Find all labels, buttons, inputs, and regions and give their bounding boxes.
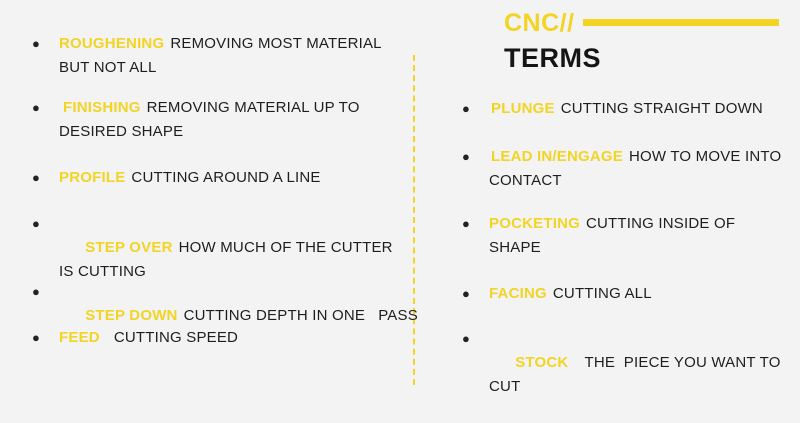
term-text: PLUNGE CUTTING STRAIGHT DOWN xyxy=(489,97,789,121)
term-text: POCKETING CUTTING INSIDE OF SHAPE xyxy=(489,212,789,260)
bullet-icon: ● xyxy=(32,216,41,231)
term-finishing: ● FINISHING REMOVING MATERIAL UP TO DESIR… xyxy=(32,96,404,144)
bullet-icon: ● xyxy=(32,100,41,115)
term-text: FEED CUTTING SPEED xyxy=(59,326,404,350)
term-step-down: ● STEP DOWN CUTTING DEPTH IN ONE PASS xyxy=(32,280,418,352)
term-text: FINISHING REMOVING MATERIAL UP TO DESIRED… xyxy=(59,96,404,144)
bullet-icon: ● xyxy=(462,149,471,164)
term-name: STEP DOWN xyxy=(85,307,178,324)
term-definition: CUTTING SPEED xyxy=(113,329,239,346)
term-definition: HOW TO MOVE INTO CONTACT xyxy=(489,148,782,189)
term-name: POCKETING xyxy=(489,215,580,232)
term-name: STEP OVER xyxy=(85,239,173,256)
term-definition: CUTTING ALL xyxy=(552,285,652,302)
bullet-icon: ● xyxy=(462,286,471,301)
title-row: CNC// xyxy=(504,8,794,38)
title-accent-bar xyxy=(582,18,779,26)
cnc-terms-slide: CNC// TERMS ● ROUGHENING REMOVING MOST MA… xyxy=(32,8,794,395)
term-name: FACING xyxy=(489,285,547,302)
term-lead-in-engage: ● LEAD IN/ENGAGE HOW TO MOVE INTO CONTACT xyxy=(462,145,789,193)
term-text: STOCK THE PIECE YOU WANT TO CUT xyxy=(489,327,789,423)
bullet-icon: ● xyxy=(32,330,41,345)
term-definition: REMOVING MATERIAL UP TO DESIRED SHAPE xyxy=(59,99,360,140)
bullet-icon: ● xyxy=(32,284,41,299)
term-name: PROFILE xyxy=(59,169,126,186)
column-divider xyxy=(413,55,415,385)
term-step-over: ● STEP OVER HOW MUCH OF THE CUTTER IS CUT… xyxy=(32,212,404,308)
term-text: STEP OVER HOW MUCH OF THE CUTTER IS CUTTI… xyxy=(59,212,404,308)
term-definition: CUTTING STRAIGHT DOWN xyxy=(560,100,763,117)
bullet-icon: ● xyxy=(462,331,471,346)
term-text: STEP DOWN CUTTING DEPTH IN ONE PASS xyxy=(59,280,417,352)
term-name: PLUNGE xyxy=(491,100,555,117)
term-roughening: ● ROUGHENING REMOVING MOST MATERIAL BUT N… xyxy=(32,32,404,80)
term-plunge: ● PLUNGE CUTTING STRAIGHT DOWN xyxy=(462,97,789,121)
title-terms: TERMS xyxy=(504,43,601,73)
term-facing: ● FACING CUTTING ALL xyxy=(462,282,789,306)
term-definition: REMOVING MOST MATERIAL BUT NOT ALL xyxy=(59,35,382,76)
term-name: STOCK xyxy=(515,354,569,371)
term-text: FACING CUTTING ALL xyxy=(489,282,789,306)
term-stock: ● STOCK THE PIECE YOU WANT TO CUT xyxy=(462,327,789,423)
term-name: LEAD IN/ENGAGE xyxy=(491,148,623,165)
term-pocketing: ● POCKETING CUTTING INSIDE OF SHAPE xyxy=(462,212,789,260)
term-definition: CUTTING AROUND A LINE xyxy=(131,169,321,186)
bullet-icon: ● xyxy=(32,170,41,185)
bullet-icon: ● xyxy=(32,36,41,51)
term-name: FEED xyxy=(59,329,100,346)
term-name: ROUGHENING xyxy=(59,35,165,52)
term-definition: THE PIECE YOU WANT TO CUT xyxy=(489,354,785,395)
term-definition: CUTTING INSIDE OF SHAPE xyxy=(489,215,736,256)
term-name: FINISHING xyxy=(63,99,141,116)
term-text: ROUGHENING REMOVING MOST MATERIAL BUT NOT… xyxy=(59,32,404,80)
term-profile: ● PROFILE CUTTING AROUND A LINE xyxy=(32,166,404,190)
term-text: LEAD IN/ENGAGE HOW TO MOVE INTO CONTACT xyxy=(489,145,789,193)
title-block: CNC// TERMS xyxy=(504,8,794,74)
bullet-icon: ● xyxy=(462,101,471,116)
term-feed: ● FEED CUTTING SPEED xyxy=(32,326,404,350)
bullet-icon: ● xyxy=(462,216,471,231)
title-cnc: CNC// xyxy=(504,9,575,37)
term-definition: HOW MUCH OF THE CUTTER IS CUTTING xyxy=(59,239,406,280)
term-text: PROFILE CUTTING AROUND A LINE xyxy=(59,166,404,190)
term-definition: CUTTING DEPTH IN ONE PASS xyxy=(183,307,418,324)
